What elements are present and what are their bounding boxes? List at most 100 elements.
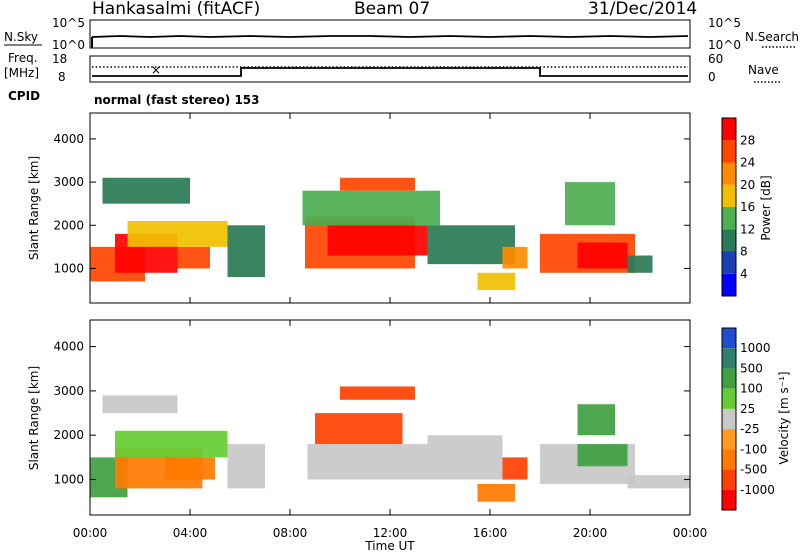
freq-tick-top-left: 18 (52, 52, 67, 66)
scatter-region-0-9 (340, 177, 415, 191)
scatter-region-1-15 (627, 475, 690, 489)
velocity-colorbar-swatch (722, 348, 736, 369)
scatter-region-0-10 (427, 225, 515, 265)
velocity-y-axis: 1000 2000 3000 4000 (53, 340, 690, 487)
power-colorbar-label: Power [dB] (759, 175, 773, 240)
velocity-colorbar-swatch (722, 449, 736, 470)
velocity-colorbar-swatch (722, 489, 736, 510)
velocity-colorbar-tick: -500 (740, 463, 767, 477)
power-colorbar-swatch (722, 273, 736, 296)
scatter-region-0-3 (127, 220, 228, 247)
freq-line (92, 67, 688, 77)
scatter-region-1-8 (340, 386, 415, 400)
freq-tick-bottom-left: 8 (58, 70, 66, 84)
scatter-region-1-7 (315, 413, 403, 445)
x-tick-label: 12:00 (373, 526, 408, 540)
power-colorbar-tick: 24 (740, 156, 755, 170)
power-heatmap (90, 177, 653, 291)
scatter-region-0-14 (577, 242, 628, 269)
power-colorbar-swatch (722, 184, 736, 207)
power-colorbar-swatch (722, 229, 736, 252)
y-tick-label: 3000 (53, 384, 84, 398)
scatter-region-0-11 (477, 272, 515, 291)
power-colorbar-tick: 8 (740, 245, 748, 259)
freq-label-line2: [MHz] (4, 66, 39, 80)
scatter-region-0-8 (302, 190, 440, 226)
y-tick-label: 1000 (53, 261, 84, 275)
power-colorbar-swatch (722, 140, 736, 163)
x-tick-label: 04:00 (173, 526, 208, 540)
velocity-panel: 1000 2000 3000 4000 Slant Range [km] 1000 50… (27, 319, 791, 516)
power-colorbar-tick: 28 (740, 133, 755, 147)
velocity-colorbar-label: Velocity [m s⁻¹] (777, 371, 791, 464)
velocity-colorbar-swatch (722, 368, 736, 389)
power-colorbar-tick: 16 (740, 200, 755, 214)
scatter-region-0-7 (327, 225, 428, 256)
time-axis: 00:00 04:00 08:00 12:00 16:00 20:00 00:00 (73, 113, 708, 540)
power-colorbar: 28 24 20 16 12 8 4 (721, 117, 755, 297)
date-title: 31/Dec/2014 (588, 0, 697, 19)
y-tick-label: 1000 (53, 473, 84, 487)
velocity-colorbar-swatch (722, 408, 736, 430)
x-axis-label: Time UT (364, 539, 415, 553)
nsky-line (91, 35, 689, 38)
scatter-region-1-4 (102, 395, 178, 414)
freq-marker: × (151, 63, 161, 77)
power-colorbar-tick: 20 (740, 178, 755, 192)
power-ylabel: Slant Range [km] (27, 156, 41, 260)
velocity-colorbar-swatch (722, 469, 736, 490)
velocity-colorbar-tick: 100 (740, 382, 763, 396)
velocity-ylabel: Slant Range [km] (27, 366, 41, 470)
scatter-region-1-14 (577, 404, 615, 436)
x-tick-label: 08:00 (273, 526, 308, 540)
y-tick-label: 3000 (53, 175, 84, 189)
power-colorbar-swatch (722, 251, 736, 274)
scatter-region-1-11 (502, 457, 528, 480)
cpid-label: CPID (8, 89, 40, 103)
velocity-colorbar-tick: 500 (740, 361, 763, 375)
freq-tick-bottom-right: 0 (708, 70, 716, 84)
x-tick-label: 16:00 (473, 526, 508, 540)
velocity-colorbar-tick: 1000 (740, 341, 771, 355)
power-colorbar-tick: 4 (740, 267, 748, 281)
nsky-tick-top-left: 10^5 (52, 16, 85, 30)
velocity-colorbar-tick: 25 (740, 402, 755, 416)
scatter-region-1-13 (577, 444, 628, 467)
scatter-region-0-2 (177, 246, 210, 269)
scatter-region-1-5 (227, 444, 265, 489)
velocity-colorbar-swatch (722, 388, 736, 409)
scatter-region-1-10 (477, 483, 515, 502)
scatter-region-0-16 (627, 255, 653, 273)
x-tick-label: 00:00 (73, 526, 108, 540)
scatter-region-0-4 (102, 177, 190, 204)
power-panel: 1000 2000 3000 4000 Slant Range [km] 28 24 20… (27, 112, 773, 304)
velocity-colorbar-swatch (722, 328, 736, 349)
nsky-tick-bottom-right: 10^0 (708, 38, 741, 52)
scatter-region-1-3 (115, 430, 228, 458)
scatter-region-0-12 (502, 246, 528, 269)
freq-label-line1: Freq. (8, 51, 38, 65)
scatter-region-1-9 (427, 435, 503, 480)
velocity-colorbar-tick: -1000 (740, 483, 775, 497)
velocity-colorbar-swatch (722, 429, 736, 450)
nsky-label: N.Sky (4, 30, 38, 44)
velocity-colorbar-tick: -25 (740, 422, 760, 436)
nsky-tick-bottom-left: 10^0 (52, 38, 85, 52)
beam-title: Beam 07 (354, 0, 430, 19)
nsky-panel: N.Sky 10^5 10^0 10^5 10^0 N.Search (4, 16, 799, 52)
velocity-colorbar: 1000 500 100 25 -25 -100 -500 -1000 (721, 327, 775, 511)
nsearch-label: N.Search (745, 30, 799, 44)
y-tick-label: 2000 (53, 428, 84, 442)
scatter-region-1-6 (307, 444, 428, 480)
power-colorbar-swatch (722, 118, 736, 141)
nsky-tick-top-right: 10^5 (708, 16, 741, 30)
scatter-region-0-5 (227, 225, 265, 278)
power-y-axis: 1000 2000 3000 4000 (53, 132, 690, 275)
power-colorbar-swatch (722, 207, 736, 230)
freq-panel: × Freq. [MHz] 18 8 60 0 Nave (4, 51, 780, 84)
nave-label: Nave (748, 63, 779, 77)
cpid-text: normal (fast stereo) 153 (94, 93, 260, 107)
x-tick-label: 00:00 (673, 526, 708, 540)
power-colorbar-tick: 12 (740, 222, 755, 236)
